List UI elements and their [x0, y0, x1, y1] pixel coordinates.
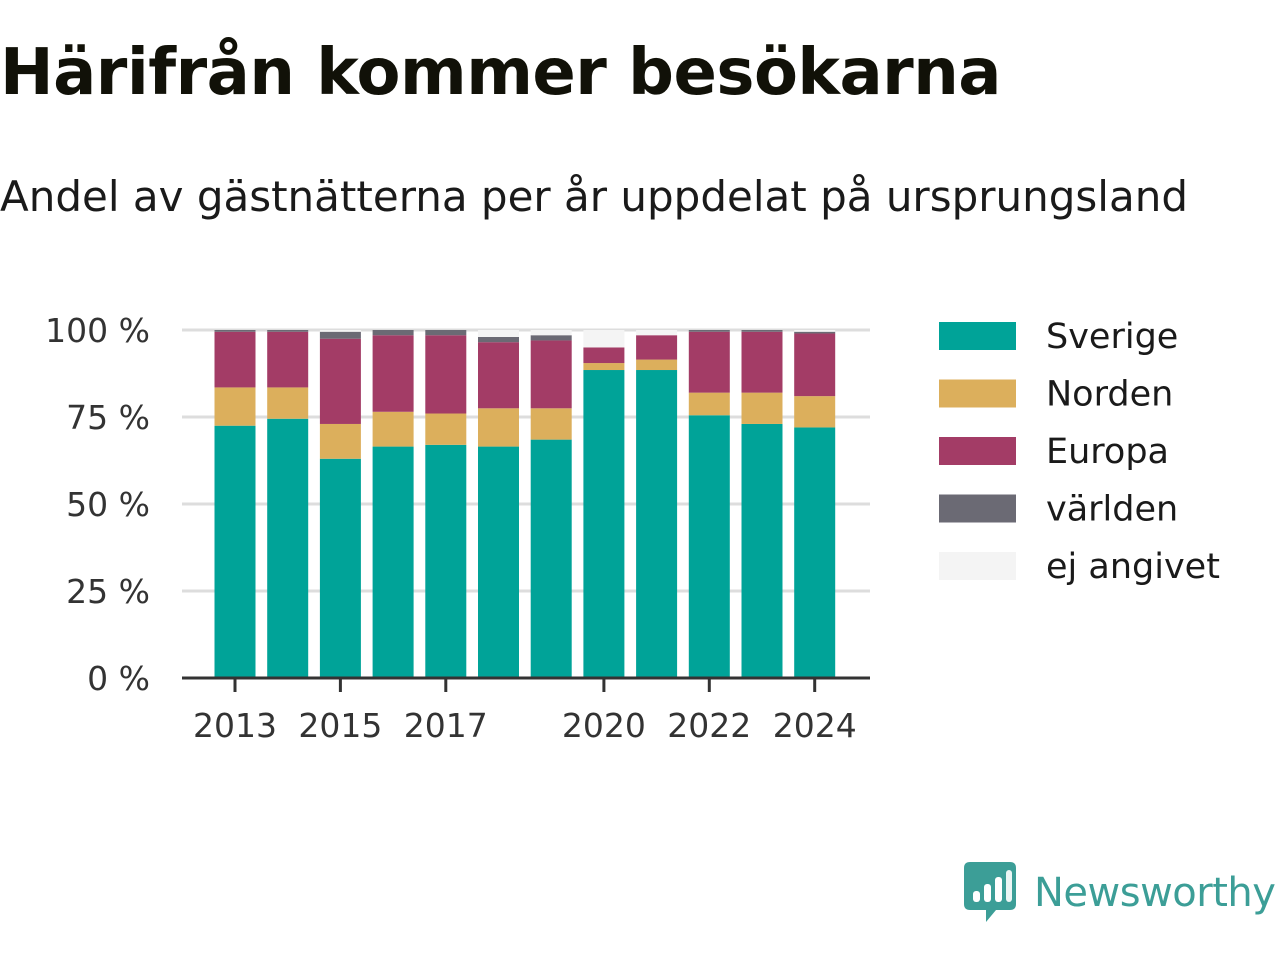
bar-segment-sverige-2014: [267, 418, 309, 678]
bar-segment-norden-2019: [530, 408, 572, 440]
bar-segment-norden-2013: [214, 387, 256, 426]
bar-segment-europa-2017: [425, 335, 467, 414]
bar-segment-norden-2016: [372, 411, 414, 447]
bar-segment-världen-2017: [425, 330, 467, 336]
x-tick-label: 2022: [667, 706, 751, 745]
bar-segment-norden-2018: [478, 408, 519, 447]
legend-swatch-sverige: [939, 322, 1016, 350]
bar-segment-sverige-2019: [530, 439, 572, 678]
bar-segment-världen-2022: [688, 330, 730, 332]
bar-segment-sverige-2023: [741, 423, 783, 678]
legend-label-europa: Europa: [1046, 432, 1169, 472]
bar-segment-sverige-2022: [688, 415, 730, 678]
bar-segment-ej-angivet-2018: [478, 330, 519, 337]
bar-segment-sverige-2016: [372, 446, 414, 678]
x-tick-label: 2024: [773, 706, 857, 745]
x-tick-label: 2013: [193, 706, 277, 745]
chart-subtitle: Andel av gästnätterna per år uppdelat på…: [0, 172, 1188, 221]
bar-segment-världen-2013: [214, 330, 256, 332]
bar-segment-norden-2020: [583, 363, 625, 371]
y-tick-label: 0 %: [87, 659, 150, 698]
y-tick-label: 100 %: [45, 311, 150, 350]
legend-label-ej-angivet: ej angivet: [1046, 547, 1220, 587]
bar-segment-världen-2024: [794, 331, 836, 334]
bar-segment-världen-2018: [478, 336, 519, 343]
brand-logo: Newsworthy: [964, 862, 1276, 924]
bar-segment-sverige-2021: [636, 370, 678, 678]
legend-swatch-ej-angivet: [939, 552, 1016, 580]
x-tick-label: 2015: [298, 706, 382, 745]
bar-segment-ej-angivet-2021: [636, 330, 678, 336]
legend-label-sverige: Sverige: [1046, 317, 1178, 357]
bar-segment-ej-angivet-2015: [319, 330, 361, 332]
bar-segment-ej-angivet-2020: [583, 330, 625, 348]
bar-segment-sverige-2018: [478, 446, 519, 678]
x-tick-label: 2020: [562, 706, 646, 745]
bar-segment-europa-2015: [319, 338, 361, 424]
bar-segment-norden-2015: [319, 423, 361, 459]
bar-segment-sverige-2015: [319, 458, 361, 678]
bar-segment-världen-2014: [267, 330, 309, 332]
bar-segment-europa-2016: [372, 335, 414, 412]
bar-segment-sverige-2024: [794, 427, 836, 678]
bar-segment-ej-angivet-2019: [530, 330, 572, 336]
bar-segment-europa-2020: [583, 347, 625, 364]
bar-segment-europa-2014: [267, 331, 309, 388]
y-tick-label: 25 %: [66, 572, 150, 611]
legend-label-norden: Norden: [1046, 375, 1173, 415]
bar-segment-europa-2024: [794, 333, 836, 397]
stacked-bar-chart: 0 % 25 % 50 % 75 % 100 % 2013 2015 2017 2020 2022…: [45, 311, 1220, 745]
bar-segment-sverige-2017: [425, 444, 467, 678]
bar-segment-norden-2017: [425, 413, 467, 445]
bar-segment-sverige-2020: [583, 370, 625, 678]
legend-swatch-norden: [939, 379, 1016, 408]
bar-segment-norden-2014: [267, 387, 309, 419]
bar-segment-europa-2021: [636, 335, 678, 360]
legend-label-världen: världen: [1046, 490, 1178, 530]
brand-name: Newsworthy: [1034, 870, 1276, 916]
bar-segment-europa-2013: [214, 331, 256, 388]
chart-title: Härifrån kommer besökarna: [0, 36, 1001, 110]
bar-segment-europa-2023: [741, 331, 783, 393]
bar-segment-norden-2023: [741, 392, 783, 424]
bar-segment-världen-2019: [530, 335, 572, 341]
y-tick-label: 50 %: [66, 485, 150, 524]
x-tick-label: 2017: [404, 706, 488, 745]
bar-segment-norden-2022: [688, 392, 730, 416]
bar-segment-världen-2023: [741, 330, 783, 332]
bar-segment-norden-2021: [636, 359, 678, 371]
legend-swatch-världen: [939, 494, 1016, 523]
bar-segment-världen-2015: [319, 331, 361, 339]
bar-segment-sverige-2013: [214, 425, 256, 678]
bar-segment-världen-2016: [372, 330, 414, 336]
bar-segment-europa-2019: [530, 340, 572, 409]
bar-segment-europa-2022: [688, 331, 730, 393]
newsworthy-logo-icon: [964, 862, 1016, 922]
legend-swatch-europa: [939, 437, 1016, 465]
bar-segment-europa-2018: [478, 342, 519, 409]
bar-segment-ej-angivet-2024: [794, 330, 836, 332]
y-tick-label: 75 %: [66, 398, 150, 437]
bar-segment-norden-2024: [794, 396, 836, 428]
